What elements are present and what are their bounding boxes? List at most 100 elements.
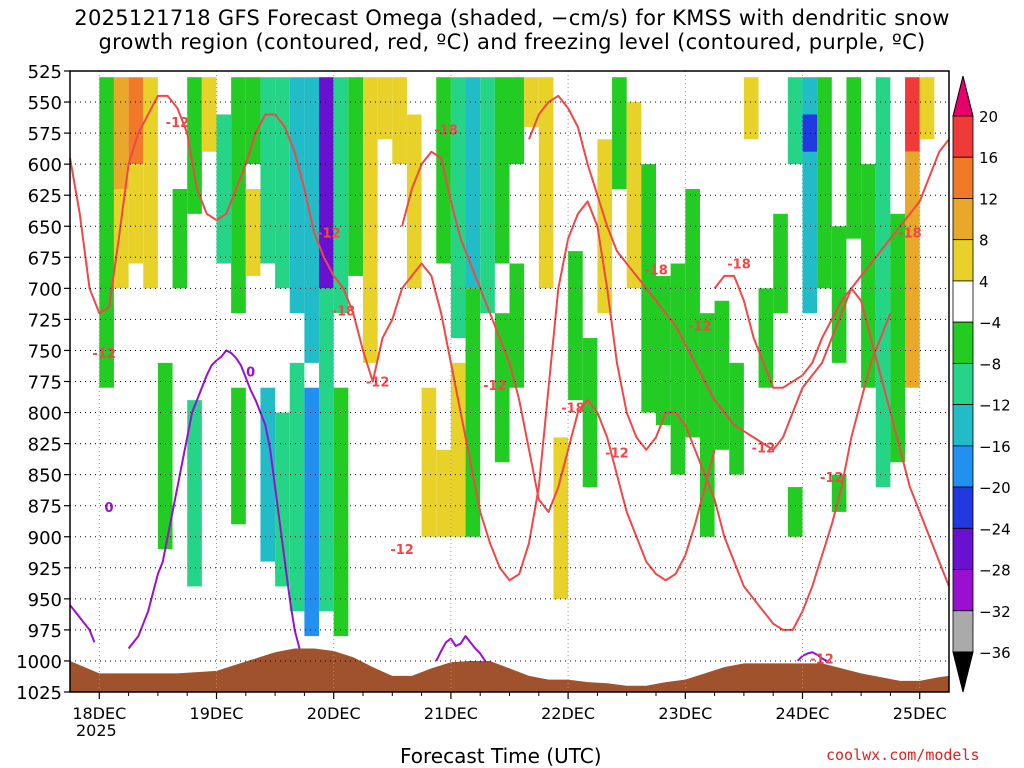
omega-cell [538, 77, 554, 289]
omega-cell [245, 77, 261, 165]
contour-label: -18 [434, 123, 458, 138]
y-tick-label: 900 [28, 528, 62, 549]
contour-label: -12 [366, 376, 390, 391]
omega-cell [436, 449, 451, 537]
colorbar-bin [952, 321, 974, 364]
contour-label: -18 [561, 402, 585, 417]
omega-cell [758, 288, 774, 388]
colorbar-label: 12 [979, 190, 998, 208]
omega-cell [787, 77, 803, 165]
x-tick-label: 20DEC [307, 704, 361, 723]
omega-cell [699, 313, 715, 537]
contour-label: -12 [166, 116, 190, 131]
omega-cell [260, 77, 276, 264]
colorbar-bin [952, 527, 974, 570]
x-axis: 18DEC 19DEC 20DEC 21DEC 22DEC 23DEC 24DEC 25DEC [72, 692, 947, 723]
y-tick-label: 625 [28, 186, 62, 207]
colorbar-label: 8 [979, 232, 989, 250]
omega-cell [143, 77, 158, 289]
x-tick-label: 24DEC [776, 704, 830, 723]
omega-cell [817, 77, 832, 289]
omega-cell [802, 114, 818, 152]
contour-label: -12 [605, 446, 629, 461]
colorbar-label: 20 [979, 108, 998, 126]
contour-label: -12 [820, 471, 844, 486]
omega-cell [729, 362, 744, 475]
x-year-label: 2025 [76, 721, 117, 740]
colorbar-label: 4 [979, 273, 989, 291]
colorbar-bin [952, 115, 974, 158]
chart-title-line2: growth region (contoured, red, ºC) and f… [98, 30, 926, 54]
omega-cell [231, 77, 246, 314]
omega-cell [113, 188, 129, 289]
colorbar-label: −28 [979, 562, 1011, 580]
omega-cell [626, 102, 642, 289]
x-tick-label: 23DEC [658, 704, 712, 723]
y-tick-label: 875 [28, 497, 62, 518]
contour-label: 0 [246, 366, 255, 381]
y-tick-label: 925 [28, 559, 62, 580]
y-tick-label: 725 [28, 310, 62, 331]
x-tick-label: 25DEC [893, 704, 947, 723]
omega-cell [524, 77, 539, 127]
freezing-level-contour [435, 635, 486, 662]
omega-cell [773, 213, 788, 314]
colorbar-label: −4 [979, 314, 1001, 332]
omega-cell [128, 77, 144, 165]
colorbar-bottom-arrow [952, 651, 974, 693]
omega-cell [802, 77, 818, 314]
contour-label: -12 [483, 379, 507, 394]
colorbar-label: −24 [979, 520, 1011, 538]
dgz-contour [69, 94, 892, 631]
omega-cell [201, 77, 217, 152]
omega-cell [743, 77, 759, 140]
colorbar-bin [952, 239, 974, 282]
omega-cell [905, 77, 920, 152]
omega-cell [128, 164, 144, 264]
omega-cell [363, 77, 378, 363]
y-tick-label: 975 [28, 621, 62, 642]
dgz-contour [528, 94, 950, 451]
dgz-contour [713, 274, 950, 587]
omega-cell [260, 387, 276, 562]
omega-cell [216, 114, 232, 264]
omega-cell [875, 77, 891, 488]
omega-cell [319, 288, 334, 612]
contour-label: -12 [688, 320, 712, 335]
omega-cell [714, 300, 730, 450]
omega-cell [187, 77, 202, 214]
y-tick-label: 550 [28, 93, 62, 114]
colorbar-top-arrow [952, 75, 974, 117]
site-credit: coolwx.com/models [826, 746, 980, 764]
y-tick-label: 525 [28, 62, 62, 83]
omega-cell [480, 77, 495, 314]
omega-cell [846, 77, 862, 239]
y-tick-label: 1000 [16, 652, 62, 673]
omega-cell [450, 77, 466, 339]
omega-cell [392, 77, 407, 165]
y-tick-label: 575 [28, 124, 62, 145]
terrain-surface [70, 648, 949, 692]
contour-label: -18 [332, 305, 356, 320]
omega-cell [275, 412, 290, 587]
omega-cell [113, 77, 129, 189]
omega-cell [509, 263, 525, 388]
omega-cell [157, 362, 173, 550]
omega-cell [289, 362, 305, 612]
chart-title: 2025121718 GFS Forecast Omega (shaded, −… [0, 6, 1024, 54]
omega-cell [890, 213, 906, 463]
omega-cell [861, 164, 876, 388]
omega-cell [612, 77, 627, 189]
colorbar-bin [952, 198, 974, 241]
omega-cell [406, 114, 422, 289]
omega-cell [597, 139, 613, 314]
omega-cell [333, 387, 349, 637]
omega-cell [187, 400, 202, 587]
colorbar-bin [952, 404, 974, 447]
omega-cell [99, 77, 114, 388]
contour-label: 0 [105, 501, 114, 516]
omega-cell [641, 164, 656, 413]
colorbar-label: −32 [979, 603, 1011, 621]
contour-label: -18 [727, 258, 751, 273]
